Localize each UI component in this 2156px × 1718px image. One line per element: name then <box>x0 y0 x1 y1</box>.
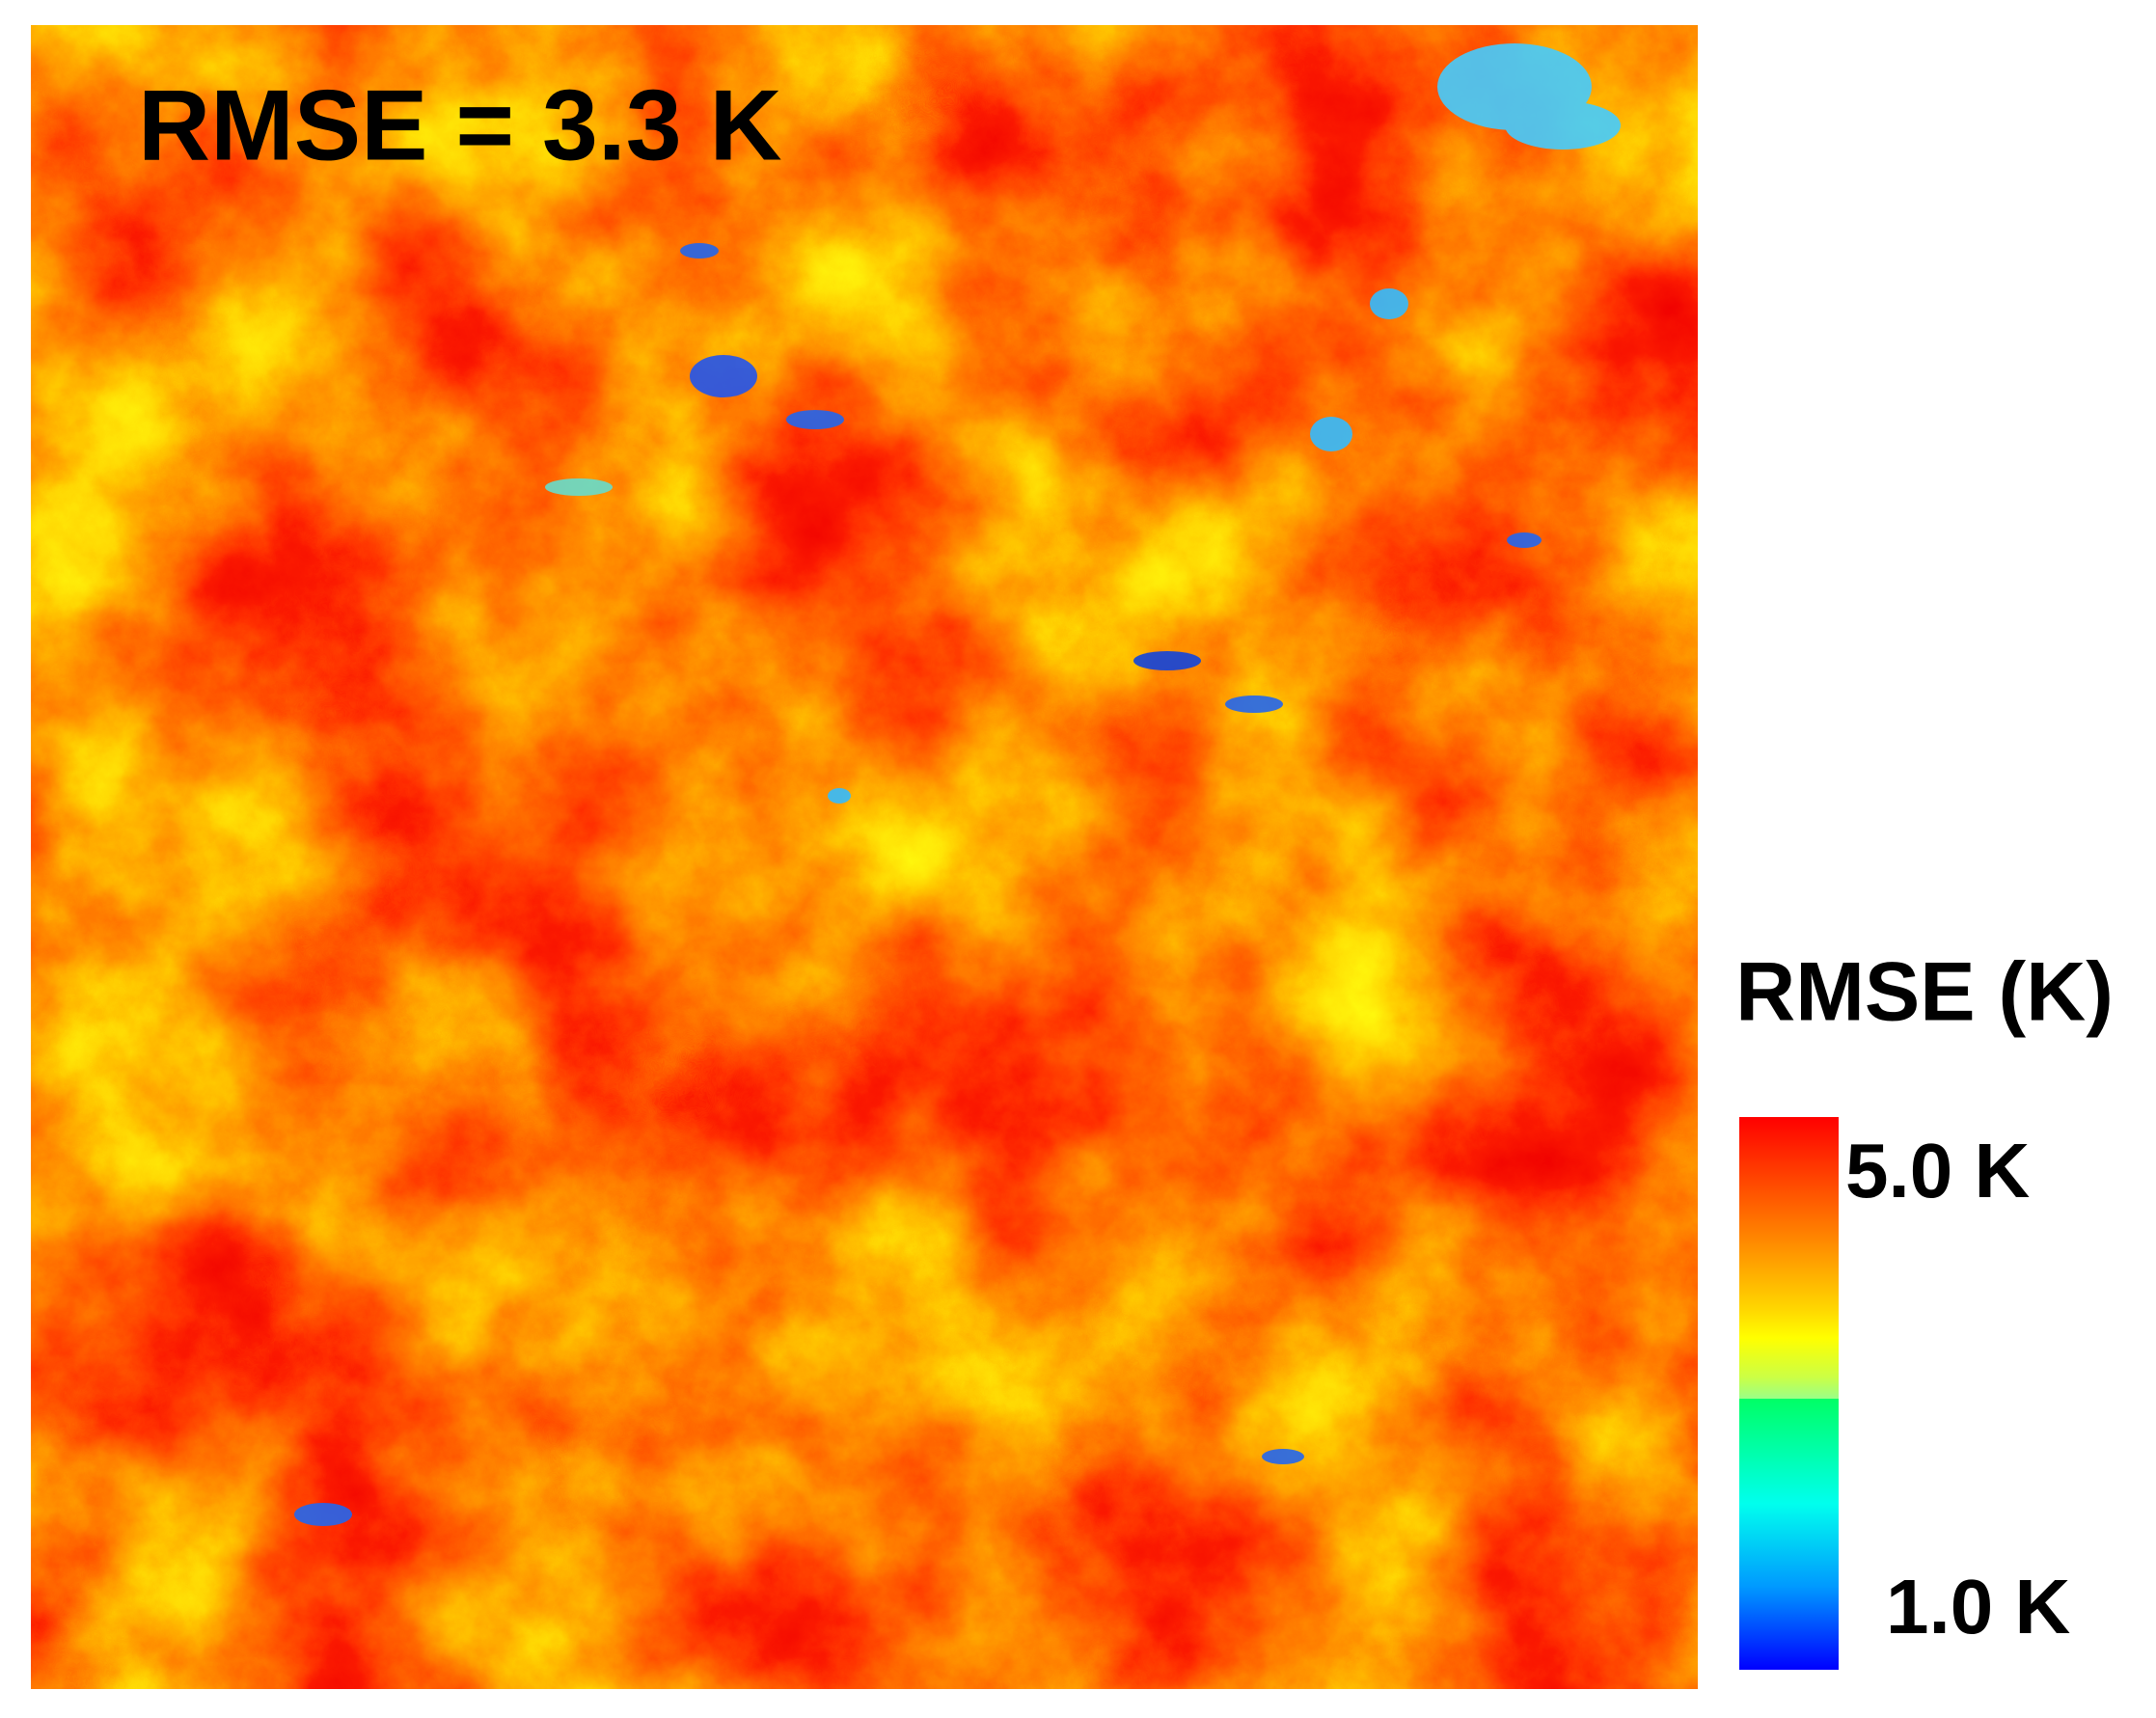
map-field <box>31 25 1698 1689</box>
colorbar: RMSE (K) 5.0 K 1.0 K <box>1735 946 2114 1670</box>
colorbar-max-label: 5.0 K <box>1845 1128 2030 1214</box>
colorbar-title: RMSE (K) <box>1735 946 2114 1039</box>
map <box>31 25 1698 1689</box>
annotation: RMSE = 3.3 K <box>138 69 782 181</box>
colorbar-ramp <box>1739 1117 1839 1670</box>
low-error-patches <box>294 43 1621 1526</box>
colorbar-min-label: 1.0 K <box>1886 1564 2070 1650</box>
